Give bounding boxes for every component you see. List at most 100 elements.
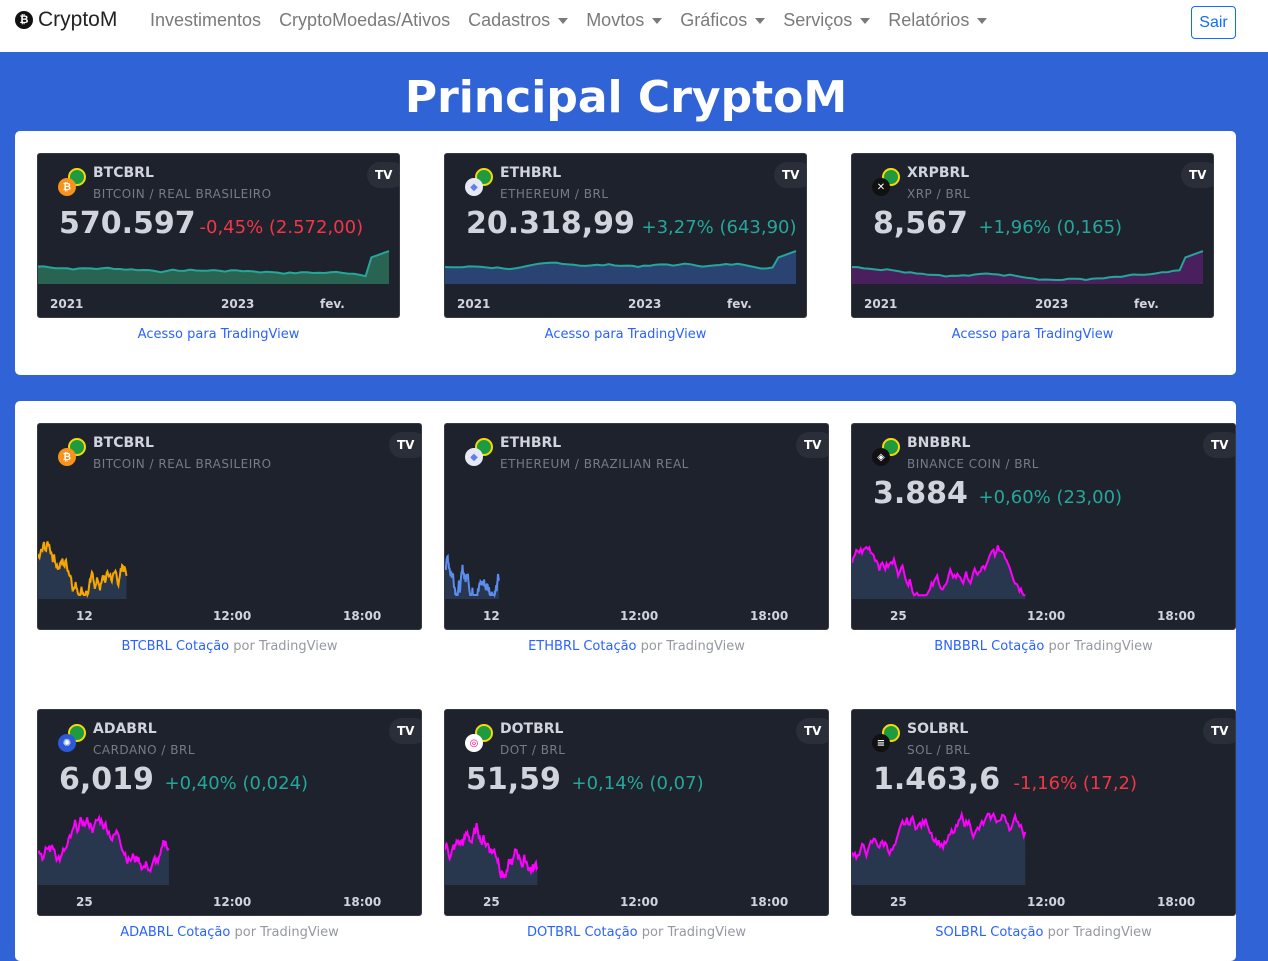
quote-link[interactable]: BNBBRL Cotação por TradingView — [851, 639, 1236, 654]
nav-menu: Investimentos CryptoMoedas/Ativos Cadastro… — [150, 10, 1005, 31]
navbar: ₿ CryptoM Investimentos CryptoMoedas/Ativo… — [0, 0, 1268, 52]
tradingview-logo-icon[interactable]: TV — [796, 718, 828, 744]
ticker-widget[interactable]: ₿ BTCBRL BITCOIN / REAL BRASILEIRO TV 12 12:0… — [37, 423, 422, 630]
price-change: +0,14% (0,07) — [571, 773, 704, 794]
nav-item-relatrios[interactable]: Relatórios — [888, 10, 988, 31]
axis-label: 2023 — [628, 297, 662, 311]
axis-label: fev. — [727, 297, 752, 311]
axis-label: fev. — [1134, 297, 1159, 311]
axis-label: 18:00 — [750, 609, 789, 623]
logout-button[interactable]: Sair — [1191, 6, 1236, 39]
nav-item-servios[interactable]: Serviços — [783, 10, 871, 31]
tradingview-logo-icon[interactable]: TV — [1181, 162, 1213, 188]
quote-link-label[interactable]: BNBBRL Cotação — [934, 639, 1045, 654]
ticker-widget[interactable]: ₿ BTCBRL BITCOIN / REAL BRASILEIRO TV 570.59… — [37, 153, 400, 318]
symbol: XRPBRL — [907, 165, 970, 181]
chart-line — [38, 541, 128, 599]
ticker-widget[interactable]: ◆ ETHBRL ETHEREUM / BRAZILIAN REAL TV 12 12:0… — [444, 423, 829, 630]
quote-link[interactable]: DOTBRL Cotação por TradingView — [444, 925, 829, 940]
quote-link[interactable]: BTCBRL Cotação por TradingView — [37, 639, 422, 654]
tradingview-logo-icon[interactable]: TV — [774, 162, 806, 188]
quote-link-label[interactable]: DOTBRL Cotação — [526, 925, 638, 940]
quote-link-label[interactable]: ADABRL Cotação — [120, 925, 231, 940]
solana-icon: ≡ — [872, 734, 890, 752]
nav-item-label: Movtos — [586, 10, 645, 30]
nav-item-movtos[interactable]: Movtos — [586, 10, 663, 31]
quote-link[interactable]: ADABRL Cotação por TradingView — [37, 925, 422, 940]
nav-item-cadastros[interactable]: Cadastros — [468, 10, 569, 31]
price: 51,59 — [466, 762, 561, 797]
nav-item-cryptomoedasativos[interactable]: CryptoMoedas/Ativos — [279, 10, 450, 31]
caret-down-icon — [977, 17, 988, 24]
by-tradingview: por TradingView — [234, 925, 339, 940]
by-tradingview: por TradingView — [233, 639, 338, 654]
brand-name: CryptoM — [38, 8, 118, 31]
axis-label: 2023 — [1035, 297, 1069, 311]
symbol: BTCBRL — [93, 435, 154, 451]
tradingview-logo-icon[interactable]: TV — [796, 432, 828, 458]
axis-label: 18:00 — [1157, 609, 1196, 623]
pair-description: BINANCE COIN / BRL — [907, 457, 1039, 471]
ticker-widget[interactable]: ✕ XRPBRL XRP / BRL TV 8,567 +1,96% (0,165) 202… — [851, 153, 1214, 318]
coin-icon: ✺ — [58, 724, 86, 752]
chart-line — [445, 822, 539, 879]
coin-icon: ✕ — [872, 168, 900, 196]
ethereum-icon: ◆ — [465, 178, 483, 196]
coin-icon: ≡ — [872, 724, 900, 752]
tradingview-link[interactable]: Acesso para TradingView — [137, 327, 300, 342]
bitcoin-logo-icon: ₿ — [15, 11, 33, 29]
axis-label: 18:00 — [343, 895, 382, 909]
symbol: ETHBRL — [500, 435, 562, 451]
ticker-widget[interactable]: ✺ ADABRL CARDANO / BRL TV 6,019 +0,40% (0,024… — [37, 709, 422, 916]
ticker-widget[interactable]: ≡ SOLBRL SOL / BRL TV 1.463,6 -1,16% (17,2) 25… — [851, 709, 1236, 916]
chart-line — [852, 545, 1026, 597]
brand-link[interactable]: ₿ CryptoM — [15, 8, 117, 32]
tradingview-logo-icon[interactable]: TV — [367, 162, 399, 188]
price-change: -0,45% (2.572,00) — [199, 217, 364, 238]
axis-label: 12:00 — [1027, 609, 1066, 623]
coin-icon: ₿ — [58, 438, 86, 466]
ticker-widget[interactable]: ◈ BNBBRL BINANCE COIN / BRL TV 3.884 +0,60% (… — [851, 423, 1236, 630]
chart-line — [852, 810, 1027, 862]
by-tradingview: por TradingView — [1048, 639, 1153, 654]
nav-item-investimentos[interactable]: Investimentos — [150, 10, 261, 31]
ticker-widget[interactable]: ◆ ETHBRL ETHEREUM / BRL TV 20.318,99 +3,27% (… — [444, 153, 807, 318]
symbol: ADABRL — [93, 721, 157, 737]
price-chart — [852, 250, 1204, 284]
tradingview-link[interactable]: Acesso para TradingView — [544, 327, 707, 342]
symbol: BNBBRL — [907, 435, 971, 451]
quote-link-label[interactable]: ETHBRL Cotação — [528, 639, 637, 654]
axis-label: 12:00 — [213, 609, 252, 623]
quote-link[interactable]: SOLBRL Cotação por TradingView — [851, 925, 1236, 940]
tradingview-logo-icon[interactable]: TV — [389, 432, 421, 458]
symbol: BTCBRL — [93, 165, 154, 181]
nav-item-grficos[interactable]: Gráficos — [680, 10, 766, 31]
tradingview-link[interactable]: Acesso para TradingView — [951, 327, 1114, 342]
nav-item-label: Investimentos — [150, 10, 262, 30]
tradingview-logo-icon[interactable]: TV — [1203, 432, 1235, 458]
quote-link-label[interactable]: SOLBRL Cotação — [935, 925, 1044, 940]
tradingview-logo-icon[interactable]: TV — [389, 718, 421, 744]
tradingview-logo-icon[interactable]: TV — [1203, 718, 1235, 744]
by-tradingview: por TradingView — [640, 639, 745, 654]
price-chart — [852, 810, 1027, 885]
coin-icon: ◎ — [465, 724, 493, 752]
axis-label: 12 — [483, 609, 500, 623]
axis-label: 2021 — [457, 297, 491, 311]
quote-link[interactable]: ETHBRL Cotação por TradingView — [444, 639, 829, 654]
price: 8,567 — [873, 206, 968, 241]
price: 3.884 — [873, 476, 968, 511]
pair-description: ETHEREUM / BRL — [500, 187, 609, 201]
axis-label: fev. — [320, 297, 345, 311]
nav-item-label: Cadastros — [468, 10, 551, 30]
price: 6,019 — [59, 762, 154, 797]
price-change: +1,96% (0,165) — [978, 217, 1123, 238]
axis-label: 25 — [483, 895, 500, 909]
ethereum-icon: ◆ — [465, 448, 483, 466]
chart-area — [445, 251, 796, 284]
caret-down-icon — [558, 17, 569, 24]
axis-label: 25 — [890, 895, 907, 909]
ticker-widget[interactable]: ◎ DOTBRL DOT / BRL TV 51,59 +0,14% (0,07) 25 12… — [444, 709, 829, 916]
nav-item-label: CryptoMoedas/Ativos — [279, 10, 451, 30]
quote-link-label[interactable]: BTCBRL Cotação — [121, 639, 230, 654]
